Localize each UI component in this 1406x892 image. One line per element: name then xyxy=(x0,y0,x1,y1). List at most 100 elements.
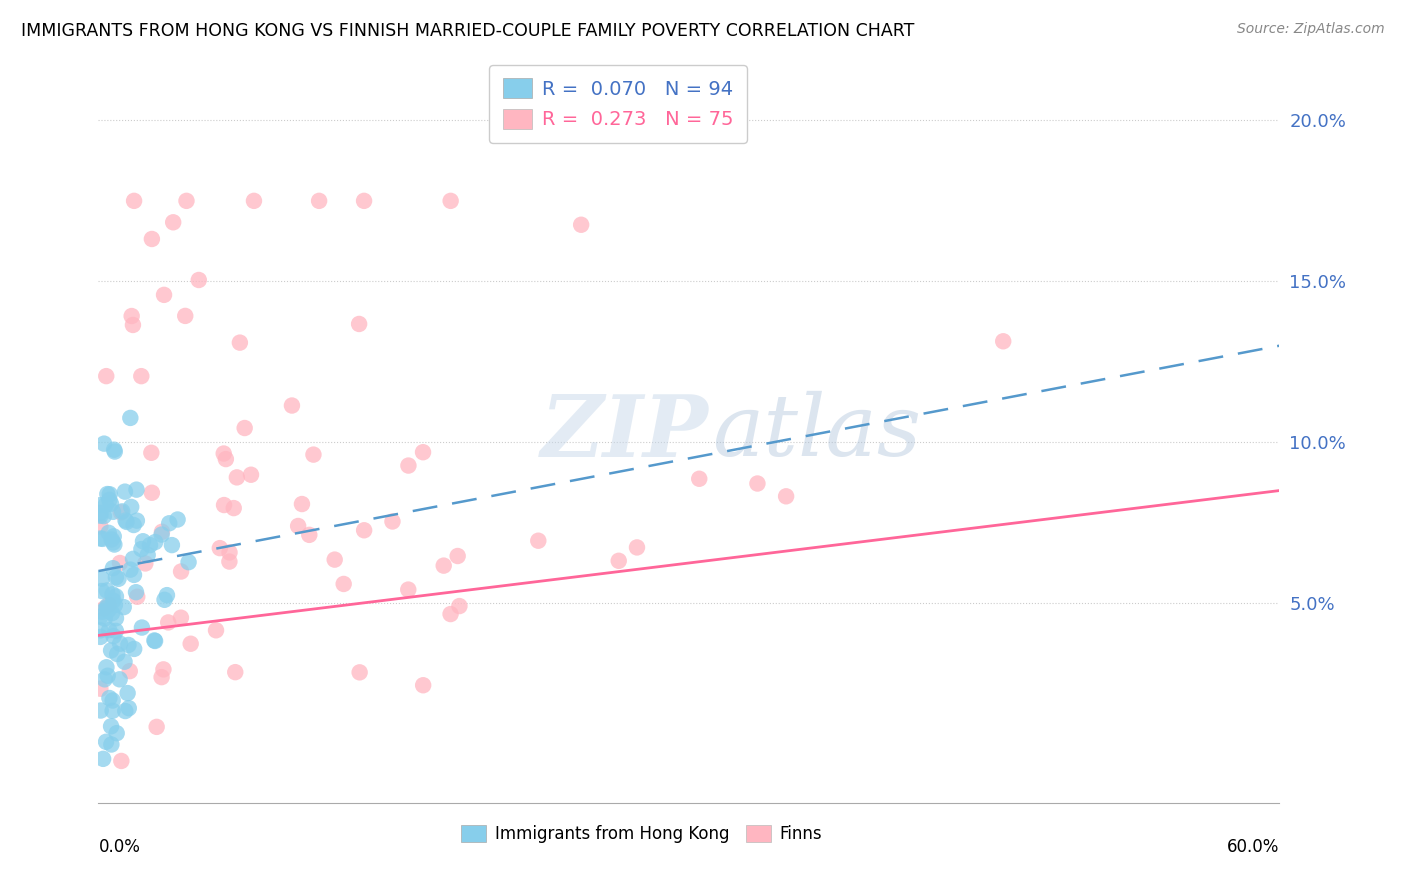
Point xyxy=(90,704,112,718)
Point xyxy=(93,509,115,524)
Point xyxy=(243,194,266,208)
Point xyxy=(103,537,125,551)
Point xyxy=(153,288,176,302)
Point xyxy=(412,678,434,692)
Text: 0.0%: 0.0% xyxy=(98,838,141,856)
Point xyxy=(122,568,145,582)
Point xyxy=(103,442,125,457)
Point xyxy=(100,497,122,511)
Point xyxy=(131,621,153,635)
Point xyxy=(108,673,131,687)
Point xyxy=(89,508,111,523)
Point xyxy=(89,630,111,644)
Point xyxy=(91,752,114,766)
Point xyxy=(150,524,173,539)
Point xyxy=(433,558,456,573)
Point xyxy=(89,681,111,696)
Point xyxy=(104,611,127,625)
Point xyxy=(180,637,202,651)
Point xyxy=(120,500,142,514)
Legend: Immigrants from Hong Kong, Finns: Immigrants from Hong Kong, Finns xyxy=(454,819,828,850)
Point xyxy=(353,523,375,537)
Point xyxy=(93,601,115,615)
Point xyxy=(302,448,325,462)
Point xyxy=(332,577,354,591)
Point xyxy=(170,565,193,579)
Point xyxy=(105,647,128,661)
Point xyxy=(150,670,173,684)
Point xyxy=(89,519,111,533)
Point xyxy=(101,561,124,575)
Point xyxy=(104,590,127,604)
Point xyxy=(90,605,112,619)
Point xyxy=(145,720,167,734)
Point xyxy=(89,609,111,624)
Point xyxy=(117,638,139,652)
Point xyxy=(111,504,134,518)
Point xyxy=(90,584,112,599)
Point xyxy=(121,309,143,323)
Point xyxy=(94,735,117,749)
Point xyxy=(136,548,159,562)
Point xyxy=(208,541,231,555)
Point xyxy=(127,590,149,604)
Point xyxy=(114,513,136,527)
Point xyxy=(89,624,111,638)
Point xyxy=(233,421,256,435)
Point xyxy=(97,598,120,612)
Point xyxy=(104,598,127,612)
Text: IMMIGRANTS FROM HONG KONG VS FINNISH MARRIED-COUPLE FAMILY POVERTY CORRELATION C: IMMIGRANTS FROM HONG KONG VS FINNISH MAR… xyxy=(21,22,914,40)
Point xyxy=(89,532,111,546)
Point xyxy=(101,587,124,601)
Point xyxy=(187,273,209,287)
Text: atlas: atlas xyxy=(713,392,922,474)
Point xyxy=(240,467,263,482)
Point xyxy=(157,516,180,531)
Point xyxy=(152,662,174,676)
Point xyxy=(97,525,120,540)
Point xyxy=(118,701,141,715)
Point xyxy=(141,485,163,500)
Point xyxy=(93,673,115,687)
Point xyxy=(122,194,145,208)
Point xyxy=(108,556,131,570)
Point xyxy=(125,483,148,497)
Point xyxy=(224,665,246,680)
Point xyxy=(91,532,114,546)
Point xyxy=(114,704,136,718)
Text: 60.0%: 60.0% xyxy=(1227,838,1279,856)
Point xyxy=(120,411,142,425)
Point xyxy=(107,572,129,586)
Point xyxy=(98,487,121,501)
Point xyxy=(125,585,148,599)
Point xyxy=(98,492,121,507)
Point xyxy=(747,476,769,491)
Point xyxy=(218,545,240,559)
Point xyxy=(222,501,245,516)
Point xyxy=(96,601,118,615)
Point xyxy=(993,334,1015,349)
Point xyxy=(174,309,197,323)
Point xyxy=(170,610,193,624)
Point xyxy=(153,592,176,607)
Point xyxy=(353,194,375,208)
Point xyxy=(97,669,120,683)
Point xyxy=(396,582,419,597)
Point xyxy=(105,726,128,740)
Point xyxy=(396,458,419,473)
Point xyxy=(205,624,228,638)
Point xyxy=(212,498,235,512)
Point xyxy=(150,527,173,541)
Point xyxy=(114,655,136,669)
Point xyxy=(100,719,122,733)
Point xyxy=(97,603,120,617)
Point xyxy=(157,615,180,630)
Point xyxy=(122,518,145,533)
Point xyxy=(112,600,135,615)
Point xyxy=(103,593,125,607)
Point xyxy=(162,215,184,229)
Point xyxy=(440,194,463,208)
Point xyxy=(93,436,115,450)
Point xyxy=(143,535,166,549)
Point xyxy=(96,660,118,674)
